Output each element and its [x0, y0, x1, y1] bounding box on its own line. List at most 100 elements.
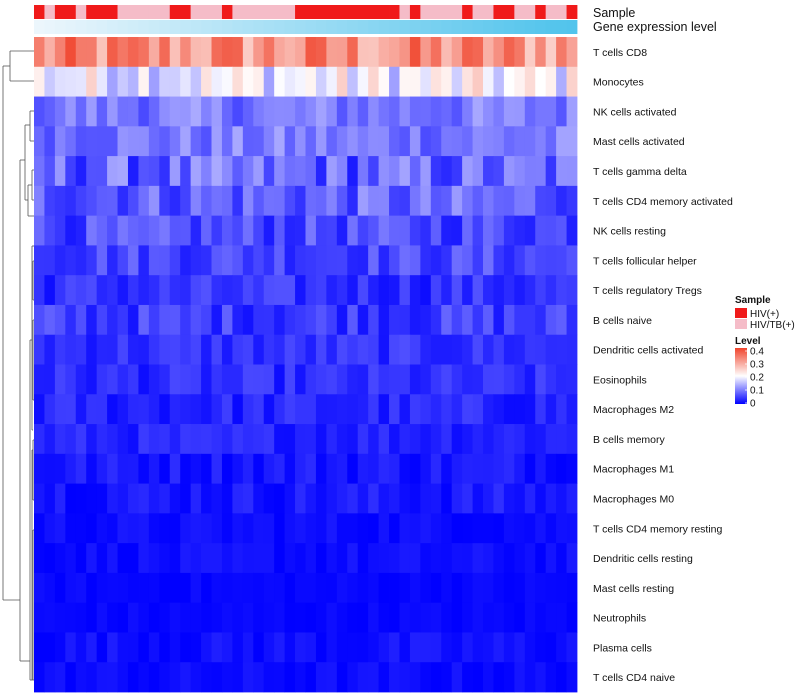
- heatmap-cell: [263, 156, 275, 187]
- heatmap-cell: [315, 513, 327, 544]
- heatmap-cell: [472, 483, 484, 514]
- heatmap-cell: [138, 424, 150, 455]
- heatmap-cell: [263, 453, 275, 484]
- heatmap-cell: [190, 126, 202, 157]
- heatmap-cell: [556, 453, 567, 484]
- heatmap-cell: [315, 185, 327, 217]
- heatmap-cell: [368, 96, 379, 127]
- heatmap-cell: [545, 66, 557, 97]
- heatmap-cell: [263, 572, 275, 604]
- heatmap-cell: [347, 334, 359, 365]
- heatmap-cell: [295, 126, 306, 157]
- heatmap-cell: [483, 245, 494, 276]
- heatmap-cell: [242, 304, 254, 336]
- heatmap-cell: [483, 37, 494, 68]
- legend-level-title: Level: [735, 336, 761, 347]
- heatmap-cell: [389, 483, 400, 514]
- heatmap-cell: [409, 334, 421, 365]
- heatmap-cell: [315, 364, 327, 395]
- heatmap-cell: [211, 96, 223, 127]
- heatmap-cell: [148, 66, 160, 97]
- heatmap-cell: [347, 37, 359, 68]
- heatmap-cell: [65, 662, 77, 693]
- heatmap-cell: [263, 275, 275, 306]
- heatmap-cell: [232, 662, 244, 693]
- heatmap-cell: [305, 483, 317, 514]
- heatmap-cell: [253, 37, 265, 68]
- sample-annotation-cell: [336, 5, 348, 19]
- heatmap-cell: [399, 513, 411, 544]
- heatmap-cell: [148, 185, 160, 217]
- row-label: NK cells activated: [593, 106, 677, 118]
- heatmap-cell: [305, 334, 317, 365]
- heatmap-cell: [65, 37, 77, 68]
- heatmap-cell: [159, 394, 171, 425]
- row-label: Macrophages M1: [593, 464, 674, 476]
- heatmap-cell: [566, 602, 578, 633]
- heatmap-cell: [117, 513, 129, 544]
- gene-expression-annotation-cell: [54, 20, 66, 34]
- heatmap-cell: [399, 245, 411, 276]
- heatmap-cell: [96, 126, 108, 157]
- heatmap-cell: [399, 632, 411, 663]
- heatmap-cell: [107, 96, 118, 127]
- heatmap-cell: [347, 96, 359, 127]
- heatmap-cell: [96, 334, 108, 365]
- heatmap-cell: [503, 424, 515, 455]
- heatmap-cell: [378, 66, 390, 97]
- heatmap-cell: [545, 245, 557, 276]
- heatmap-cell: [34, 304, 45, 336]
- heatmap-cell: [96, 394, 108, 425]
- heatmap-cell: [462, 424, 473, 455]
- heatmap-cell: [451, 37, 463, 68]
- heatmap-cell: [514, 304, 526, 336]
- heatmap-cell: [221, 364, 233, 395]
- heatmap-cell: [242, 513, 254, 544]
- heatmap-cell: [378, 334, 390, 365]
- heatmap-cell: [389, 66, 400, 97]
- heatmap-cell: [221, 66, 233, 97]
- heatmap-cell: [441, 304, 453, 336]
- heatmap-cell: [180, 156, 192, 187]
- heatmap-cell: [315, 334, 327, 365]
- heatmap-cell: [399, 275, 411, 306]
- heatmap-cell: [65, 513, 77, 544]
- heatmap-cell: [117, 185, 129, 217]
- heatmap-cell: [44, 453, 56, 484]
- heatmap-cell: [75, 37, 87, 68]
- heatmap-cell: [253, 632, 265, 663]
- legend-tick-label: 0.3: [750, 360, 764, 371]
- heatmap-cell: [389, 304, 400, 336]
- heatmap-cell: [138, 156, 150, 187]
- heatmap-cell: [556, 156, 567, 187]
- gene-expression-annotation-cell: [127, 20, 139, 34]
- heatmap-cell: [138, 394, 150, 425]
- heatmap-cell: [336, 632, 348, 663]
- sample-annotation-cell: [451, 5, 463, 19]
- heatmap-cell: [138, 37, 150, 68]
- heatmap-cell: [221, 185, 233, 217]
- heatmap-cell: [315, 632, 327, 663]
- heatmap-cell: [462, 572, 473, 604]
- heatmap-cell: [75, 275, 87, 306]
- heatmap-cell: [451, 602, 463, 633]
- heatmap-cell: [514, 424, 526, 455]
- heatmap-cell: [169, 394, 181, 425]
- heatmap-cell: [127, 602, 139, 633]
- heatmap-cell: [263, 424, 275, 455]
- heatmap-cell: [201, 126, 212, 157]
- heatmap-cell: [86, 483, 98, 514]
- heatmap-cell: [305, 543, 317, 574]
- heatmap-cell: [524, 662, 536, 693]
- heatmap-cell: [96, 543, 108, 574]
- heatmap-cell: [389, 424, 400, 455]
- heatmap-cell: [159, 304, 171, 336]
- heatmap-cell: [472, 662, 484, 693]
- heatmap-cell: [420, 632, 432, 663]
- heatmap-cell: [336, 185, 348, 217]
- row-label: T cells regulatory Tregs: [593, 285, 702, 297]
- heatmap-cell: [96, 96, 108, 127]
- heatmap-cell: [44, 543, 56, 574]
- heatmap-cell: [483, 543, 494, 574]
